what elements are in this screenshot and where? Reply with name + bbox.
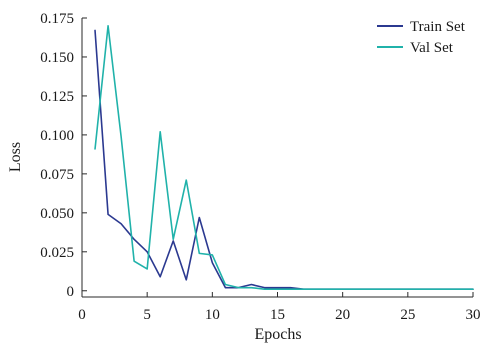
legend: Train Set Val Set [377,19,466,56]
x-axis-title: Epochs [254,326,301,343]
x-tick-label: 25 [400,307,415,323]
axes [81,18,473,298]
x-tick-label: 5 [143,307,151,323]
y-tick-label: 0.075 [40,167,74,183]
legend-label-val: Val Set [410,40,454,56]
x-tick-label: 0 [78,307,86,323]
x-ticks: 0 5 10 15 20 25 30 [78,292,481,323]
x-tick-label: 30 [466,307,481,323]
y-tick-label: 0 [67,284,75,300]
y-tick-label: 0.175 [40,11,74,27]
y-axis-title: Loss [7,142,24,172]
x-tick-label: 15 [270,307,285,323]
series-line-train [94,29,474,291]
x-tick-label: 10 [205,307,220,323]
plot-area [94,24,474,291]
x-tick-label: 20 [335,307,350,323]
y-tick-label: 0.050 [40,206,74,222]
y-ticks: 0 0.025 0.050 0.075 0.100 0.125 0.150 0.175 [40,11,87,300]
y-tick-label: 0.150 [40,50,74,66]
y-tick-label: 0.100 [40,128,74,144]
legend-label-train: Train Set [410,19,466,35]
y-tick-label: 0.125 [40,89,74,105]
y-tick-label: 0.025 [40,245,74,261]
series-line-val [94,24,474,291]
